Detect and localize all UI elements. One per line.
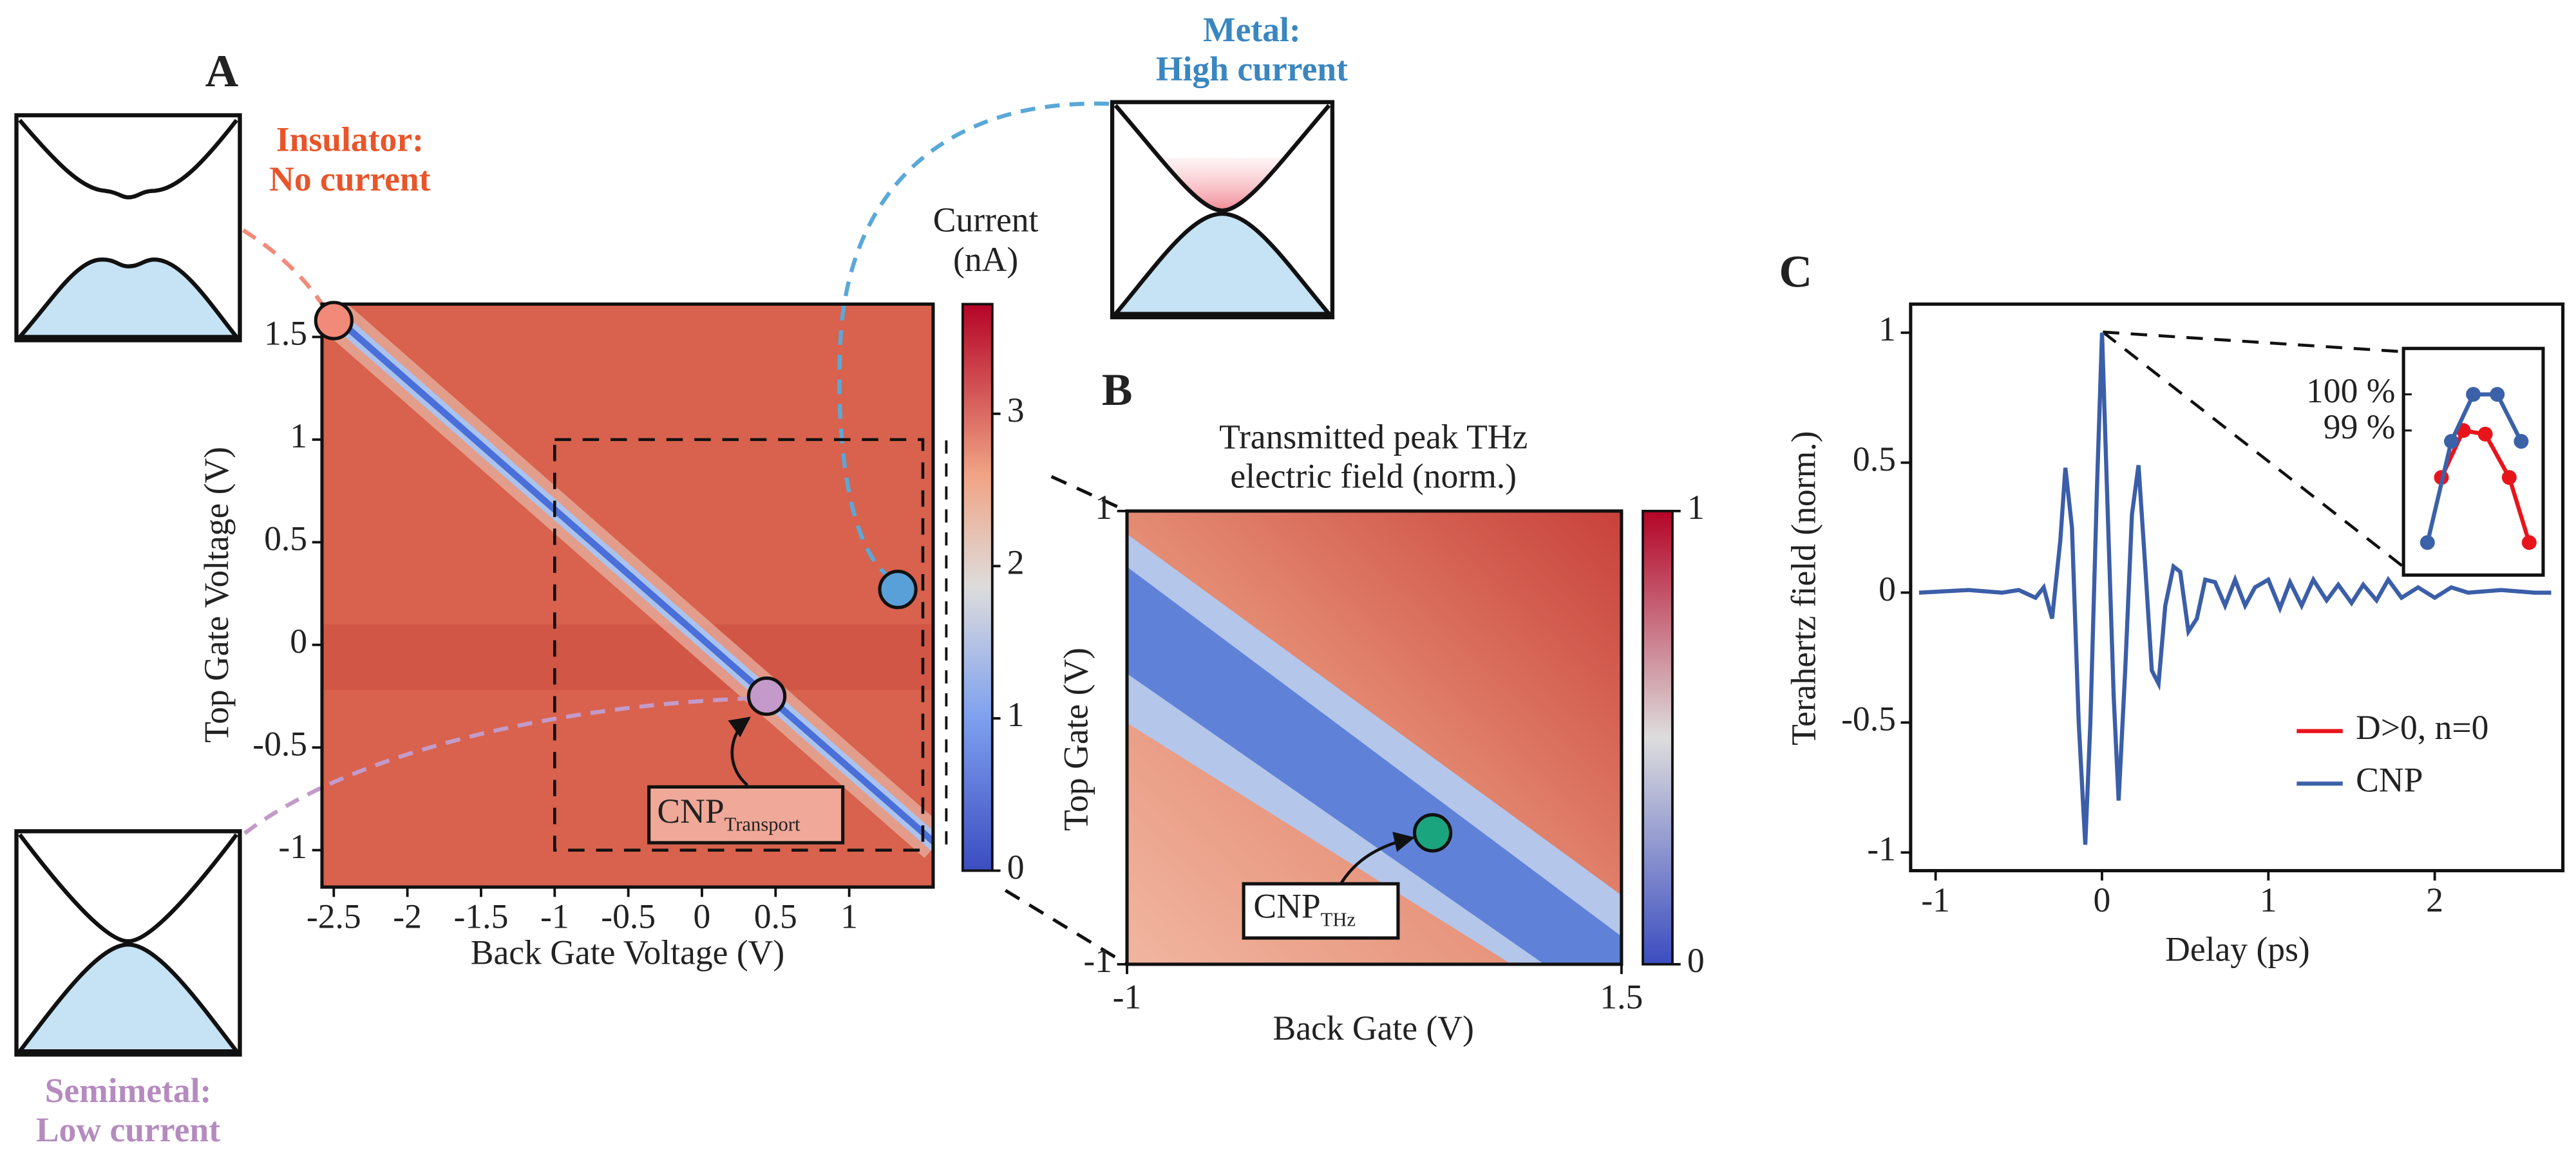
annotation-arrow xyxy=(1338,832,1416,888)
x-tick-label: 1.5 xyxy=(1600,977,1643,1016)
x-tick-label: -1 xyxy=(1921,881,1950,919)
state-subtitle: Low current xyxy=(36,1110,220,1149)
x-tick-label: -2 xyxy=(393,897,422,935)
y-tick-label: 0 xyxy=(1879,570,1896,608)
state-subtitle: No current xyxy=(269,160,431,198)
line-series xyxy=(1918,332,2552,845)
inset-point xyxy=(2514,434,2529,449)
panel-label: A xyxy=(205,46,239,97)
x-tick-label: 0 xyxy=(694,897,711,935)
zoom-box xyxy=(553,438,925,852)
x-tick-label: -1 xyxy=(1113,977,1142,1016)
inset-point xyxy=(2501,470,2517,485)
connector xyxy=(242,228,327,310)
y-tick-label: 1.5 xyxy=(264,314,307,353)
zoom-line xyxy=(2101,330,2405,568)
annotation-text: CNP xyxy=(1253,887,1320,926)
x-tick-label: 1 xyxy=(2260,881,2277,919)
state-marker xyxy=(878,570,918,610)
legend-label: CNP xyxy=(2356,761,2423,800)
x-axis-label: Delay (ps) xyxy=(2165,930,2310,968)
legend-label: D>0, n=0 xyxy=(2356,708,2488,747)
state-marker xyxy=(1412,813,1453,853)
y-tick-label: 1 xyxy=(290,416,307,455)
y-tick-label: -1 xyxy=(1867,830,1896,868)
y-tick-label: -1 xyxy=(1083,941,1112,980)
state-name: Metal: xyxy=(1203,10,1301,49)
inset-point xyxy=(2444,434,2459,449)
colorbar-tick-label: 3 xyxy=(1007,391,1025,429)
colorbar xyxy=(961,303,994,872)
chart-title: electric field (norm.) xyxy=(1230,457,1517,496)
y-tick-label: -0.5 xyxy=(1841,700,1896,738)
panel-label: C xyxy=(1779,246,1812,297)
x-axis-label: Back Gate Voltage (V) xyxy=(471,933,784,971)
panel-label: B xyxy=(1102,364,1133,415)
annotation-box xyxy=(1242,882,1400,940)
inset-plot xyxy=(2420,387,2537,550)
inset-point xyxy=(2477,426,2493,442)
x-tick-label: 2 xyxy=(2426,881,2443,919)
state-name: Semimetal: xyxy=(45,1071,212,1110)
annotation-box xyxy=(647,785,845,845)
connector xyxy=(242,696,753,836)
y-axis-label: Top Gate (V) xyxy=(1056,648,1095,831)
plot-frame xyxy=(1909,302,2565,873)
state-marker xyxy=(314,301,354,341)
y-tick-label: 1 xyxy=(1095,488,1112,527)
annotation-sub: THz xyxy=(1321,909,1356,931)
inset-point xyxy=(2420,535,2435,550)
colorbar-tick-label: 0 xyxy=(1687,941,1705,980)
y-tick-label: 0.5 xyxy=(1853,440,1896,478)
connector xyxy=(837,101,1110,577)
x-tick-label: 0 xyxy=(2094,881,2111,919)
inset-point xyxy=(2466,387,2481,402)
plot-frame xyxy=(1125,509,1624,966)
state-name: Insulator: xyxy=(276,120,424,159)
x-tick-label: 0.5 xyxy=(754,897,797,935)
heatmap-a xyxy=(322,304,933,888)
inset-point xyxy=(2490,387,2505,402)
annotation-arrow xyxy=(728,716,751,787)
colorbar-title: Current xyxy=(933,201,1039,239)
y-tick-label: -1 xyxy=(278,827,307,866)
colorbar-tick-label: 0 xyxy=(1007,848,1025,886)
y-tick-label: 0.5 xyxy=(264,519,307,558)
inset-point xyxy=(2521,535,2537,550)
y-tick-label: 0 xyxy=(290,622,307,660)
band-metal xyxy=(1110,100,1335,320)
annotation: CNPTransport xyxy=(657,792,800,836)
x-tick-label: -0.5 xyxy=(601,897,656,935)
colorbar-title: (nA) xyxy=(953,240,1018,279)
inset-tick-label: 99 % xyxy=(2324,407,2396,446)
inset-tick-label: 100 % xyxy=(2306,371,2395,410)
zoom-line xyxy=(1004,474,1128,966)
y-axis-label: Top Gate Voltage (V) xyxy=(197,447,236,743)
annotation-text: CNP xyxy=(657,792,724,830)
x-tick-label: 1 xyxy=(840,897,858,935)
state-marker xyxy=(746,676,787,716)
y-axis-label: Terahertz field (norm.) xyxy=(1784,431,1823,745)
annotation-sub: Transport xyxy=(724,814,800,836)
x-tick-label: -1 xyxy=(540,897,569,935)
y-tick-label: -0.5 xyxy=(252,725,307,763)
x-tick-label: -1.5 xyxy=(454,897,509,935)
band-semimetal xyxy=(14,829,242,1057)
colorbar xyxy=(1642,509,1674,966)
annotation: CNPTHz xyxy=(1253,887,1356,931)
chart-title: Transmitted peak THz xyxy=(1219,417,1528,456)
colorbar-tick-label: 2 xyxy=(1007,543,1025,582)
state-subtitle: High current xyxy=(1156,50,1348,88)
x-axis-label: Back Gate (V) xyxy=(1273,1009,1473,1047)
band-insulator xyxy=(14,113,242,342)
x-tick-label: -2.5 xyxy=(307,897,361,935)
colorbar-tick-label: 1 xyxy=(1687,488,1705,527)
colorbar-tick-label: 1 xyxy=(1007,695,1025,734)
y-tick-label: 1 xyxy=(1879,310,1896,348)
heatmap-b xyxy=(1127,510,1622,964)
